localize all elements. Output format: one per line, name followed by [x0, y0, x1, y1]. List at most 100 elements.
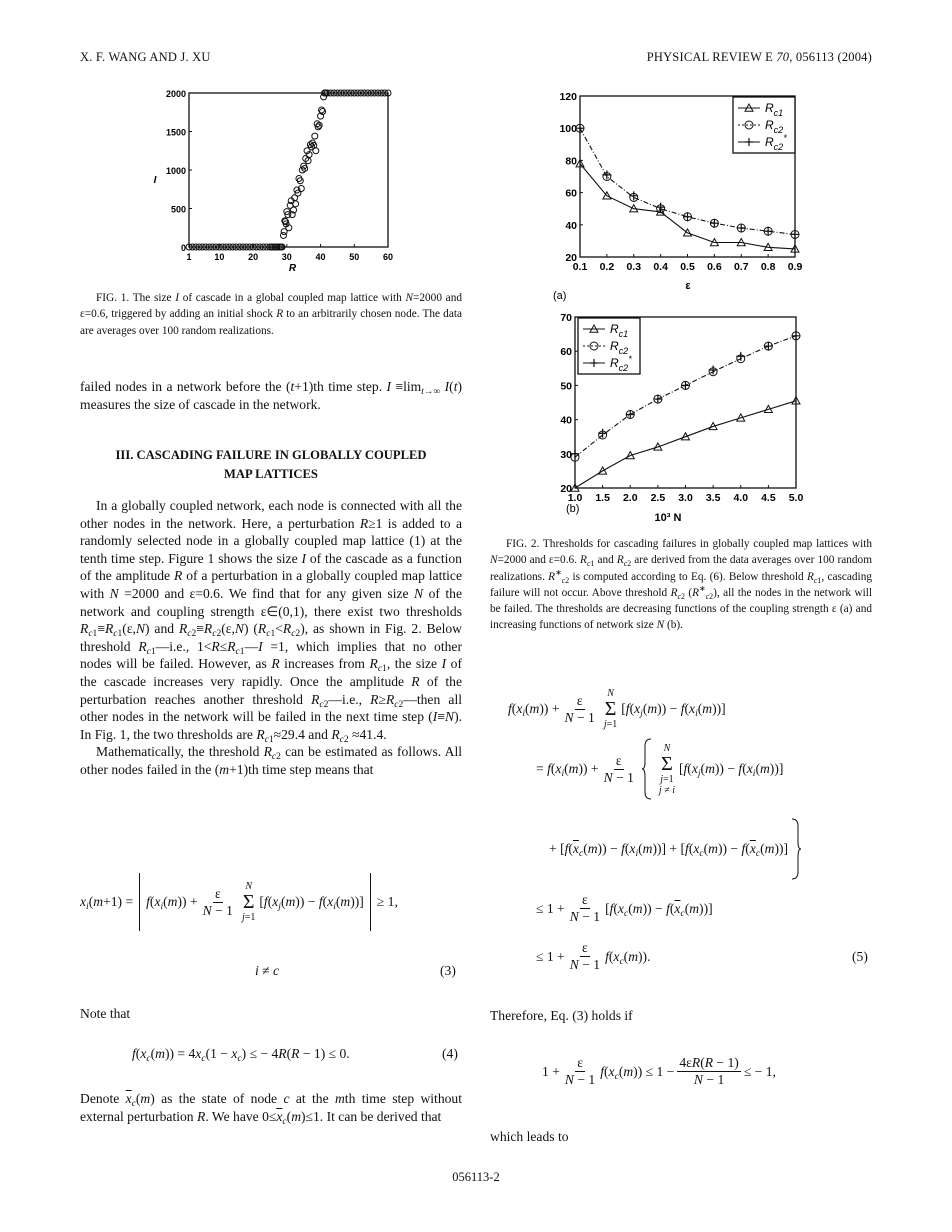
data-point-circle	[202, 243, 210, 251]
data-point-plus	[736, 223, 746, 233]
data-point-circle	[744, 120, 754, 130]
data-point-circle	[312, 147, 320, 155]
data-point-circle	[192, 243, 200, 251]
data-point-circle	[377, 89, 385, 97]
data-point-plus	[602, 170, 612, 180]
data-point-circle	[384, 89, 392, 97]
data-point-circle	[354, 89, 362, 97]
series-line	[579, 163, 796, 250]
data-point-circle	[303, 147, 311, 155]
data-point-circle	[195, 243, 203, 251]
x-tick-label: 0.1	[573, 261, 588, 273]
data-point-circle	[301, 164, 309, 172]
panel-label: (b)	[566, 503, 579, 515]
x-tick-label: 0.2	[600, 261, 615, 273]
x-tick-label: 4.5	[761, 492, 776, 504]
data-point-circle	[318, 106, 326, 114]
data-point-triangle	[708, 421, 718, 431]
y-tick-label: 100	[559, 123, 577, 135]
data-point-circle	[297, 184, 305, 192]
data-point-triangle	[735, 412, 746, 422]
data-point-triangle	[628, 203, 639, 213]
figure-1-caption: FIG. 1. The size I of cascade in a globa…	[80, 292, 462, 337]
x-tick-label: 3.0	[678, 492, 693, 504]
data-point-circle	[333, 89, 341, 97]
x-tick-label: 50	[349, 252, 359, 262]
data-point-circle	[284, 211, 292, 219]
legend-label: Rc2	[765, 118, 783, 135]
data-point-circle	[305, 151, 313, 159]
data-point-circle	[283, 208, 291, 216]
figure-2-caption: FIG. 2. Thresholds for cascading failure…	[490, 538, 872, 632]
x-tick-label: 5.0	[789, 492, 804, 504]
data-point-circle	[314, 123, 322, 131]
data-point-circle	[280, 228, 288, 236]
data-point-plus	[653, 394, 663, 404]
data-point-circle	[311, 132, 319, 140]
data-point-plus	[790, 229, 800, 239]
x-tick-label: 20	[248, 252, 258, 262]
data-point-triangle	[744, 102, 754, 112]
x-tick-label: 2.5	[651, 492, 666, 504]
data-point-triangle	[653, 441, 663, 451]
y-tick-label: 40	[565, 220, 577, 232]
data-point-triangle	[682, 227, 693, 237]
x-tick-label: 3.5	[706, 492, 721, 504]
right-brace	[792, 818, 802, 880]
data-point-circle	[236, 243, 244, 251]
data-point-circle	[242, 243, 250, 251]
data-point-circle	[350, 89, 358, 97]
data-point-circle	[232, 243, 240, 251]
fraction: 4εR(R − 1) N − 1	[677, 1055, 741, 1087]
y-axis-label: I	[154, 175, 157, 186]
y-tick-label: 1000	[166, 166, 186, 176]
data-point-circle	[249, 243, 257, 251]
legend-label: Rc2*	[610, 354, 632, 373]
data-point-circle	[371, 89, 379, 97]
eq-part: f(xc(m)).	[605, 948, 651, 967]
x-tick-label: 1	[186, 252, 191, 262]
eq-part: [f(xj(m)) − f(xi(m))]	[678, 761, 784, 779]
page-number: 056113-2	[452, 1170, 500, 1184]
section-heading-line: III. CASCADING FAILURE IN GLOBALLY COUPL…	[115, 448, 427, 462]
section-body: In a globally coupled network, each node…	[80, 497, 462, 779]
data-point-circle	[360, 89, 368, 97]
data-point-circle	[323, 89, 331, 97]
y-tick-label: 120	[559, 91, 577, 103]
data-point-circle	[589, 341, 599, 351]
data-point-plus	[625, 409, 635, 419]
data-point-circle	[340, 89, 348, 97]
data-point-triangle	[575, 158, 585, 168]
y-tick-label: 500	[171, 205, 186, 215]
series-line	[574, 400, 797, 489]
eq-part: f(xc(m)) ≤ 1 −	[600, 1063, 675, 1082]
y-tick-label: 80	[565, 155, 577, 167]
data-point-triangle	[680, 431, 691, 441]
x-tick-label: 2.0	[623, 492, 638, 504]
data-point-circle	[229, 243, 237, 251]
data-point-circle	[337, 89, 345, 97]
eq-part: 1 +	[542, 1063, 560, 1079]
data-point-circle	[198, 243, 206, 251]
paragraph: Denote xc(m) as the state of node c at t…	[80, 1091, 463, 1127]
data-point-plus	[598, 428, 608, 438]
x-tick-label: 0.7	[734, 261, 749, 273]
eq-part: = f(xi(m)) +	[536, 761, 599, 779]
x-tick-label: 1.0	[568, 492, 583, 504]
legend-label: Rc1	[610, 322, 628, 339]
data-point-circle	[246, 243, 254, 251]
data-point-triangle	[655, 206, 666, 216]
data-point-circle	[357, 89, 365, 97]
data-point-circle	[374, 89, 382, 97]
y-tick-label: 2000	[166, 89, 186, 99]
data-point-circle	[293, 186, 301, 194]
eq-part: + [f(xc(m)) − f(xi(m))] + [f(xc(m)) − f(…	[549, 841, 789, 859]
data-point-circle	[256, 243, 264, 251]
